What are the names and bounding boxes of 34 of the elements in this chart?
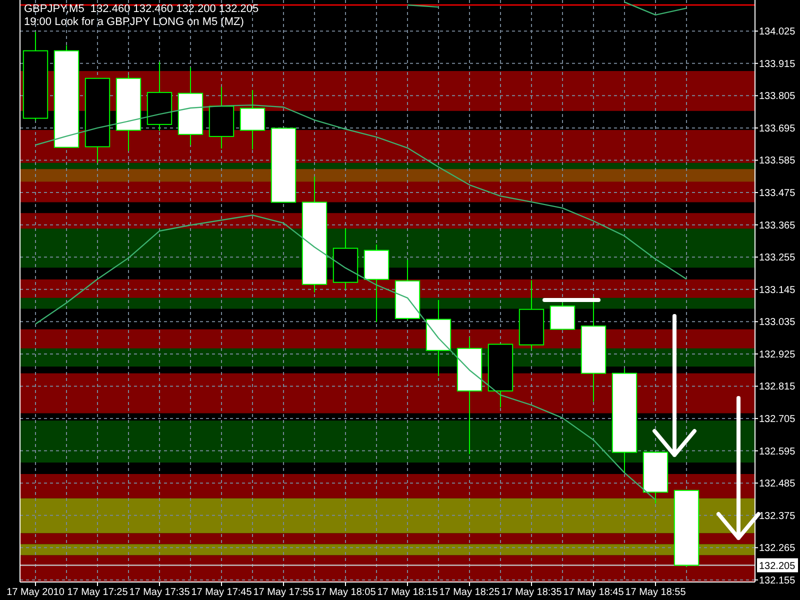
- y-tick-label: 132.925: [759, 349, 796, 360]
- x-tick-label: 17 May 18:35: [501, 587, 562, 598]
- line-series: [34, 214, 656, 500]
- y-tick-label: 133.475: [759, 188, 796, 200]
- x-tick-label: 17 May 2010: [6, 587, 65, 598]
- y-tick-label: 133.915: [759, 58, 796, 70]
- y-tick-label: 132.375: [759, 510, 796, 522]
- y-tick-label: 133.695: [759, 123, 796, 134]
- chart-title: GBPJPY,M5 132.460 132.460 132.200 132.205: [24, 3, 259, 15]
- y-tick-label: 132.155: [759, 575, 796, 586]
- y-tick-label: 132.265: [759, 543, 796, 554]
- text: 19:00 Look for a GBPJPY LONG on M5 (MZ): [24, 16, 244, 28]
- x-tick-label: 17 May 17:25: [67, 587, 128, 598]
- y-tick-label: 134.025: [759, 26, 796, 38]
- y-tick-label: 132.485: [759, 478, 796, 490]
- ref-line-label: 132.205: [759, 560, 796, 572]
- x-tick-label: 17 May 18:15: [377, 587, 438, 598]
- x-tick-label: 17 May 18:05: [315, 587, 376, 598]
- y-tick-label: 132.705: [759, 414, 796, 426]
- x-tick-label: 17 May 17:45: [191, 587, 252, 598]
- y-tick-label: 133.255: [759, 252, 796, 264]
- y-tick-label: 132.595: [759, 446, 796, 458]
- x-tick-label: 17 May 18:25: [439, 587, 500, 598]
- y-tick-label: 133.145: [759, 284, 796, 296]
- y-tick-label: 132.815: [759, 382, 796, 393]
- line-series: [34, 104, 688, 280]
- x-tick-label: 17 May 18:45: [563, 587, 624, 598]
- y-tick-label: 133.585: [759, 156, 796, 167]
- y-tick-label: 133.365: [759, 220, 796, 232]
- x-tick-label: 17 May 17:55: [253, 587, 314, 598]
- x-tick-label: 17 May 17:35: [129, 587, 190, 598]
- y-tick-label: 133.805: [759, 91, 796, 102]
- y-tick-label: 133.035: [759, 317, 796, 328]
- x-tick-label: 17 May 18:55: [625, 587, 686, 598]
